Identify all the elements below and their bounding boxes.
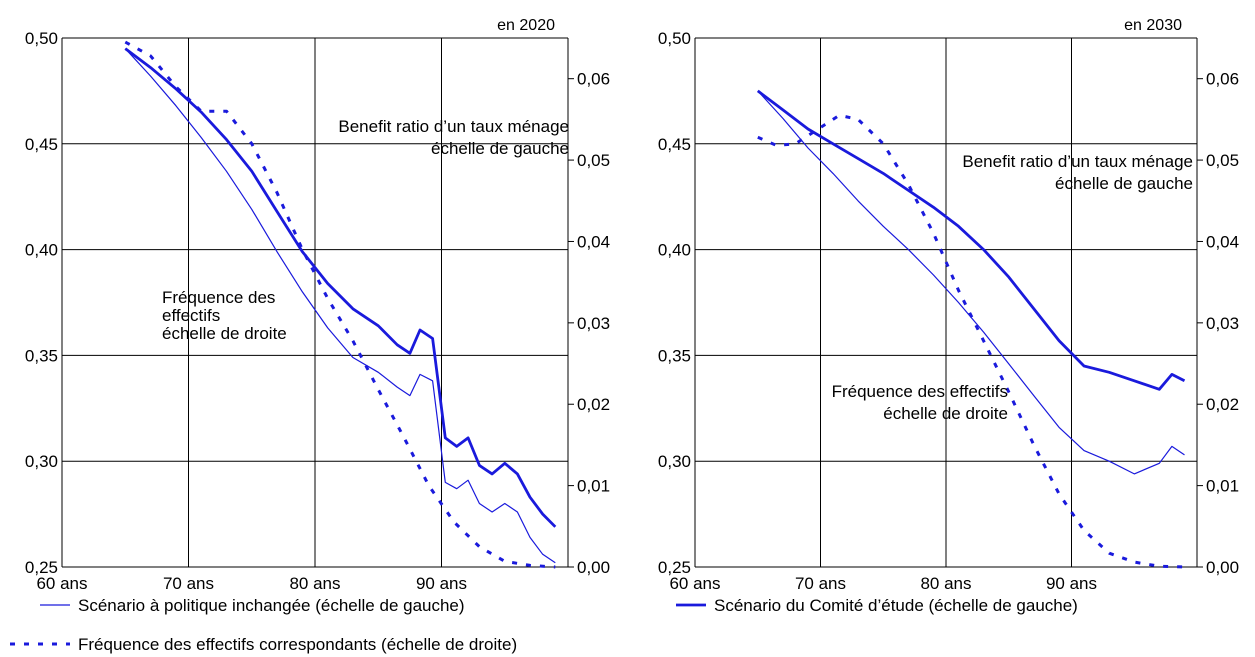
annotation-text: Benefit ratio d’un taux ménage [338,117,569,136]
left-tick-label: 0,40 [25,241,58,260]
right-tick-label: 0,01 [577,477,610,496]
series-line-3 [124,40,556,569]
right-tick-label: 0,02 [1206,395,1239,414]
annotation-text: Benefit ratio d’un taux ménage [962,152,1193,171]
legend-label: Scénario à politique inchangée (échelle … [78,596,465,615]
right-tick-label: 0,06 [577,70,610,89]
annotation-text: Fréquence des effectifs [832,382,1008,401]
annotation-text: échelle de gauche [1055,174,1193,193]
left-tick-label: 0,40 [658,241,691,260]
left-tick-label: 0,50 [658,29,691,48]
legend-label: Fréquence des effectifs correspondants (… [78,635,517,654]
left-tick-label: 0,45 [658,135,691,154]
left-tick-label: 0,25 [25,558,58,577]
x-tick-label: 70 ans [163,574,214,593]
right-tick-label: 0,05 [577,151,610,170]
left-tick-label: 0,50 [25,29,58,48]
series-line-1 [124,48,556,564]
left-tick-label: 0,35 [658,346,691,365]
series-line-2 [124,47,557,528]
x-tick-label: 90 ans [416,574,467,593]
left-tick-label: 0,30 [25,452,58,471]
x-tick-label: 90 ans [1046,574,1097,593]
chart-panel-1: 0,25 0,30 0,35 0,40 0,45 0,50 60 ans 70 ans 80 a… [25,17,610,593]
series-line-3 [757,113,1185,569]
legend: Scénario à politique inchangée (échelle … [10,596,1078,654]
right-tick-label: 0,00 [577,558,610,577]
right-tick-label: 0,01 [1206,477,1239,496]
left-tick-label: 0,45 [25,135,58,154]
series-line-2 [756,89,1186,391]
year-label: en 2020 [497,17,555,34]
annotation-text: échelle de droite [883,404,1008,423]
x-tick-label: 60 ans [669,574,720,593]
year-label: en 2030 [1124,17,1182,34]
right-tick-label: 0,03 [577,314,610,333]
annotation-text: effectifs [162,306,220,325]
series-line-1 [757,90,1185,475]
annotation-text: Fréquence des [162,288,275,307]
x-tick-label: 80 ans [920,574,971,593]
legend-label: Scénario du Comité d’étude (échelle de g… [714,596,1078,615]
chart-panel-2: 0,25 0,30 0,35 0,40 0,45 0,50 60 ans 70 ans 80 a… [658,17,1239,593]
left-tick-label: 0,30 [658,452,691,471]
right-tick-label: 0,00 [1206,558,1239,577]
right-tick-label: 0,04 [577,232,610,251]
right-tick-label: 0,03 [1206,314,1239,333]
right-tick-label: 0,02 [577,395,610,414]
x-tick-label: 80 ans [289,574,340,593]
x-tick-label: 60 ans [36,574,87,593]
right-tick-label: 0,05 [1206,151,1239,170]
right-tick-label: 0,06 [1206,70,1239,89]
x-tick-label: 70 ans [795,574,846,593]
left-tick-label: 0,25 [658,558,691,577]
left-tick-label: 0,35 [25,346,58,365]
right-tick-label: 0,04 [1206,232,1239,251]
annotation-text: échelle de gauche [431,139,569,158]
annotation-text: échelle de droite [162,324,287,343]
